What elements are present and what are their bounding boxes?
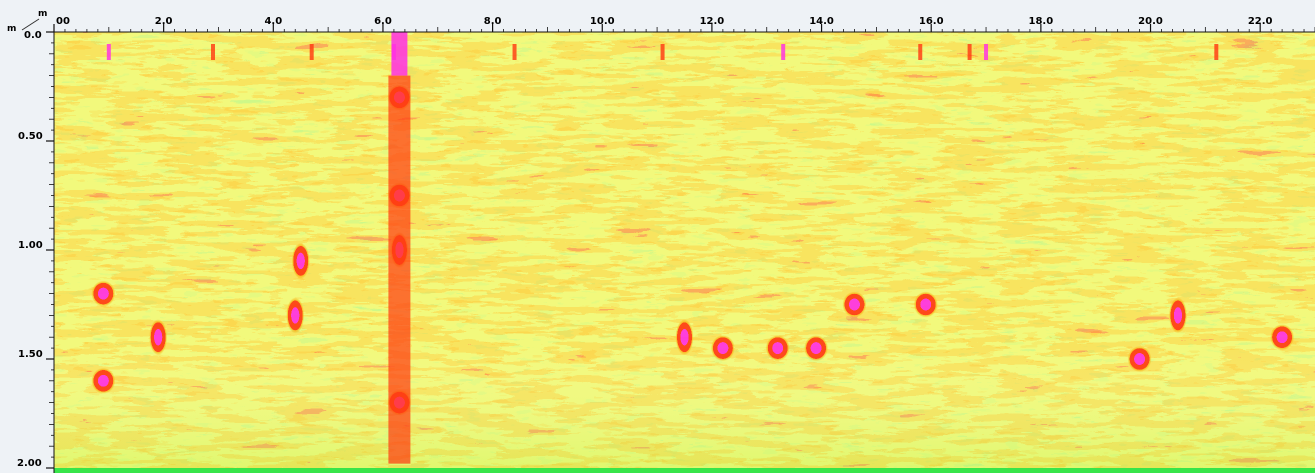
anomaly-point-17 bbox=[804, 335, 829, 362]
anomaly-point-8 bbox=[291, 242, 310, 279]
anomaly-point-11 bbox=[913, 291, 938, 318]
x-axis-tick-label: 16.0 bbox=[919, 16, 944, 27]
x-axis-tick-label: 20.0 bbox=[1138, 16, 1163, 27]
surface-reflection-marker bbox=[918, 44, 923, 60]
anomaly-point-16 bbox=[710, 335, 735, 362]
x-axis-tick-label: 18.0 bbox=[1029, 16, 1054, 27]
anomaly-point-7 bbox=[149, 319, 168, 356]
surface-reflection-marker bbox=[391, 44, 396, 60]
surface-reflection-marker bbox=[660, 44, 665, 60]
surface-reflection-marker bbox=[984, 44, 989, 60]
x-axis-ticks: 00 2.0 4.0 6.0 8.0 10.0 12.0 14.0 16.0 18.0 20.0 22… bbox=[53, 16, 1315, 32]
anomaly-point-5 bbox=[765, 335, 790, 362]
x-axis-tick-label: 14.0 bbox=[809, 16, 834, 27]
axis-corner-slash bbox=[21, 18, 40, 31]
x-axis-tick-label: 6.0 bbox=[374, 16, 392, 27]
anomaly-point-15 bbox=[91, 367, 116, 394]
left-axis-band bbox=[0, 0, 54, 473]
y-axis-ticks: 0.0 0.50 1.00 1.50 2.00 bbox=[17, 30, 54, 469]
heatmap-depth-softening bbox=[54, 32, 1315, 468]
surface-reflection-marker bbox=[210, 44, 215, 60]
anomaly-point-12 bbox=[1127, 346, 1152, 372]
y-axis-tick-label: 0.0 bbox=[24, 30, 42, 41]
surface-reflection-marker bbox=[106, 44, 111, 60]
top-axis-band bbox=[54, 0, 1315, 32]
x-axis-tick-label: 4.0 bbox=[264, 16, 282, 27]
y-axis-tick-label: 1.00 bbox=[18, 240, 43, 251]
y-axis-unit-label: m bbox=[7, 24, 16, 34]
x-axis-tick-label: 22.0 bbox=[1248, 16, 1273, 27]
y-axis-tick-label: 2.00 bbox=[17, 458, 42, 469]
axes-layer: 00 2.0 4.0 6.0 8.0 10.0 12.0 14.0 16.0 18.0 20.0 22… bbox=[7, 9, 1315, 473]
surface-anomaly-cap bbox=[391, 32, 408, 76]
x-axis-tick-label: 00 bbox=[56, 16, 70, 27]
surface-reflection-marker bbox=[781, 44, 786, 60]
bottom-green-strip bbox=[54, 468, 1315, 473]
anomaly-point-9 bbox=[286, 297, 305, 334]
surface-reflection-marker bbox=[1214, 44, 1219, 60]
heatmap-plot-area bbox=[54, 32, 1315, 473]
y-axis-tick-label: 0.50 bbox=[18, 131, 43, 142]
x-axis-unit-label: m bbox=[38, 9, 47, 19]
major-vertical-anomaly-column bbox=[388, 75, 411, 464]
anomaly-point-14 bbox=[91, 280, 116, 307]
surface-reflection-marker bbox=[967, 44, 972, 60]
anomaly-point-13 bbox=[1168, 297, 1187, 334]
x-axis-tick-label: 10.0 bbox=[590, 16, 615, 27]
y-axis-tick-label: 1.50 bbox=[18, 349, 43, 360]
anomaly-point-6 bbox=[675, 319, 694, 356]
surface-reflection-marker bbox=[512, 44, 517, 60]
x-axis-tick-label: 12.0 bbox=[700, 16, 725, 27]
x-axis-tick-label: 8.0 bbox=[484, 16, 502, 27]
anomaly-point-18 bbox=[1270, 324, 1295, 351]
surface-reflection-marker bbox=[309, 44, 314, 60]
anomaly-layer bbox=[91, 32, 1295, 464]
x-axis-tick-label: 2.0 bbox=[155, 16, 173, 27]
anomaly-point-10 bbox=[842, 291, 867, 318]
